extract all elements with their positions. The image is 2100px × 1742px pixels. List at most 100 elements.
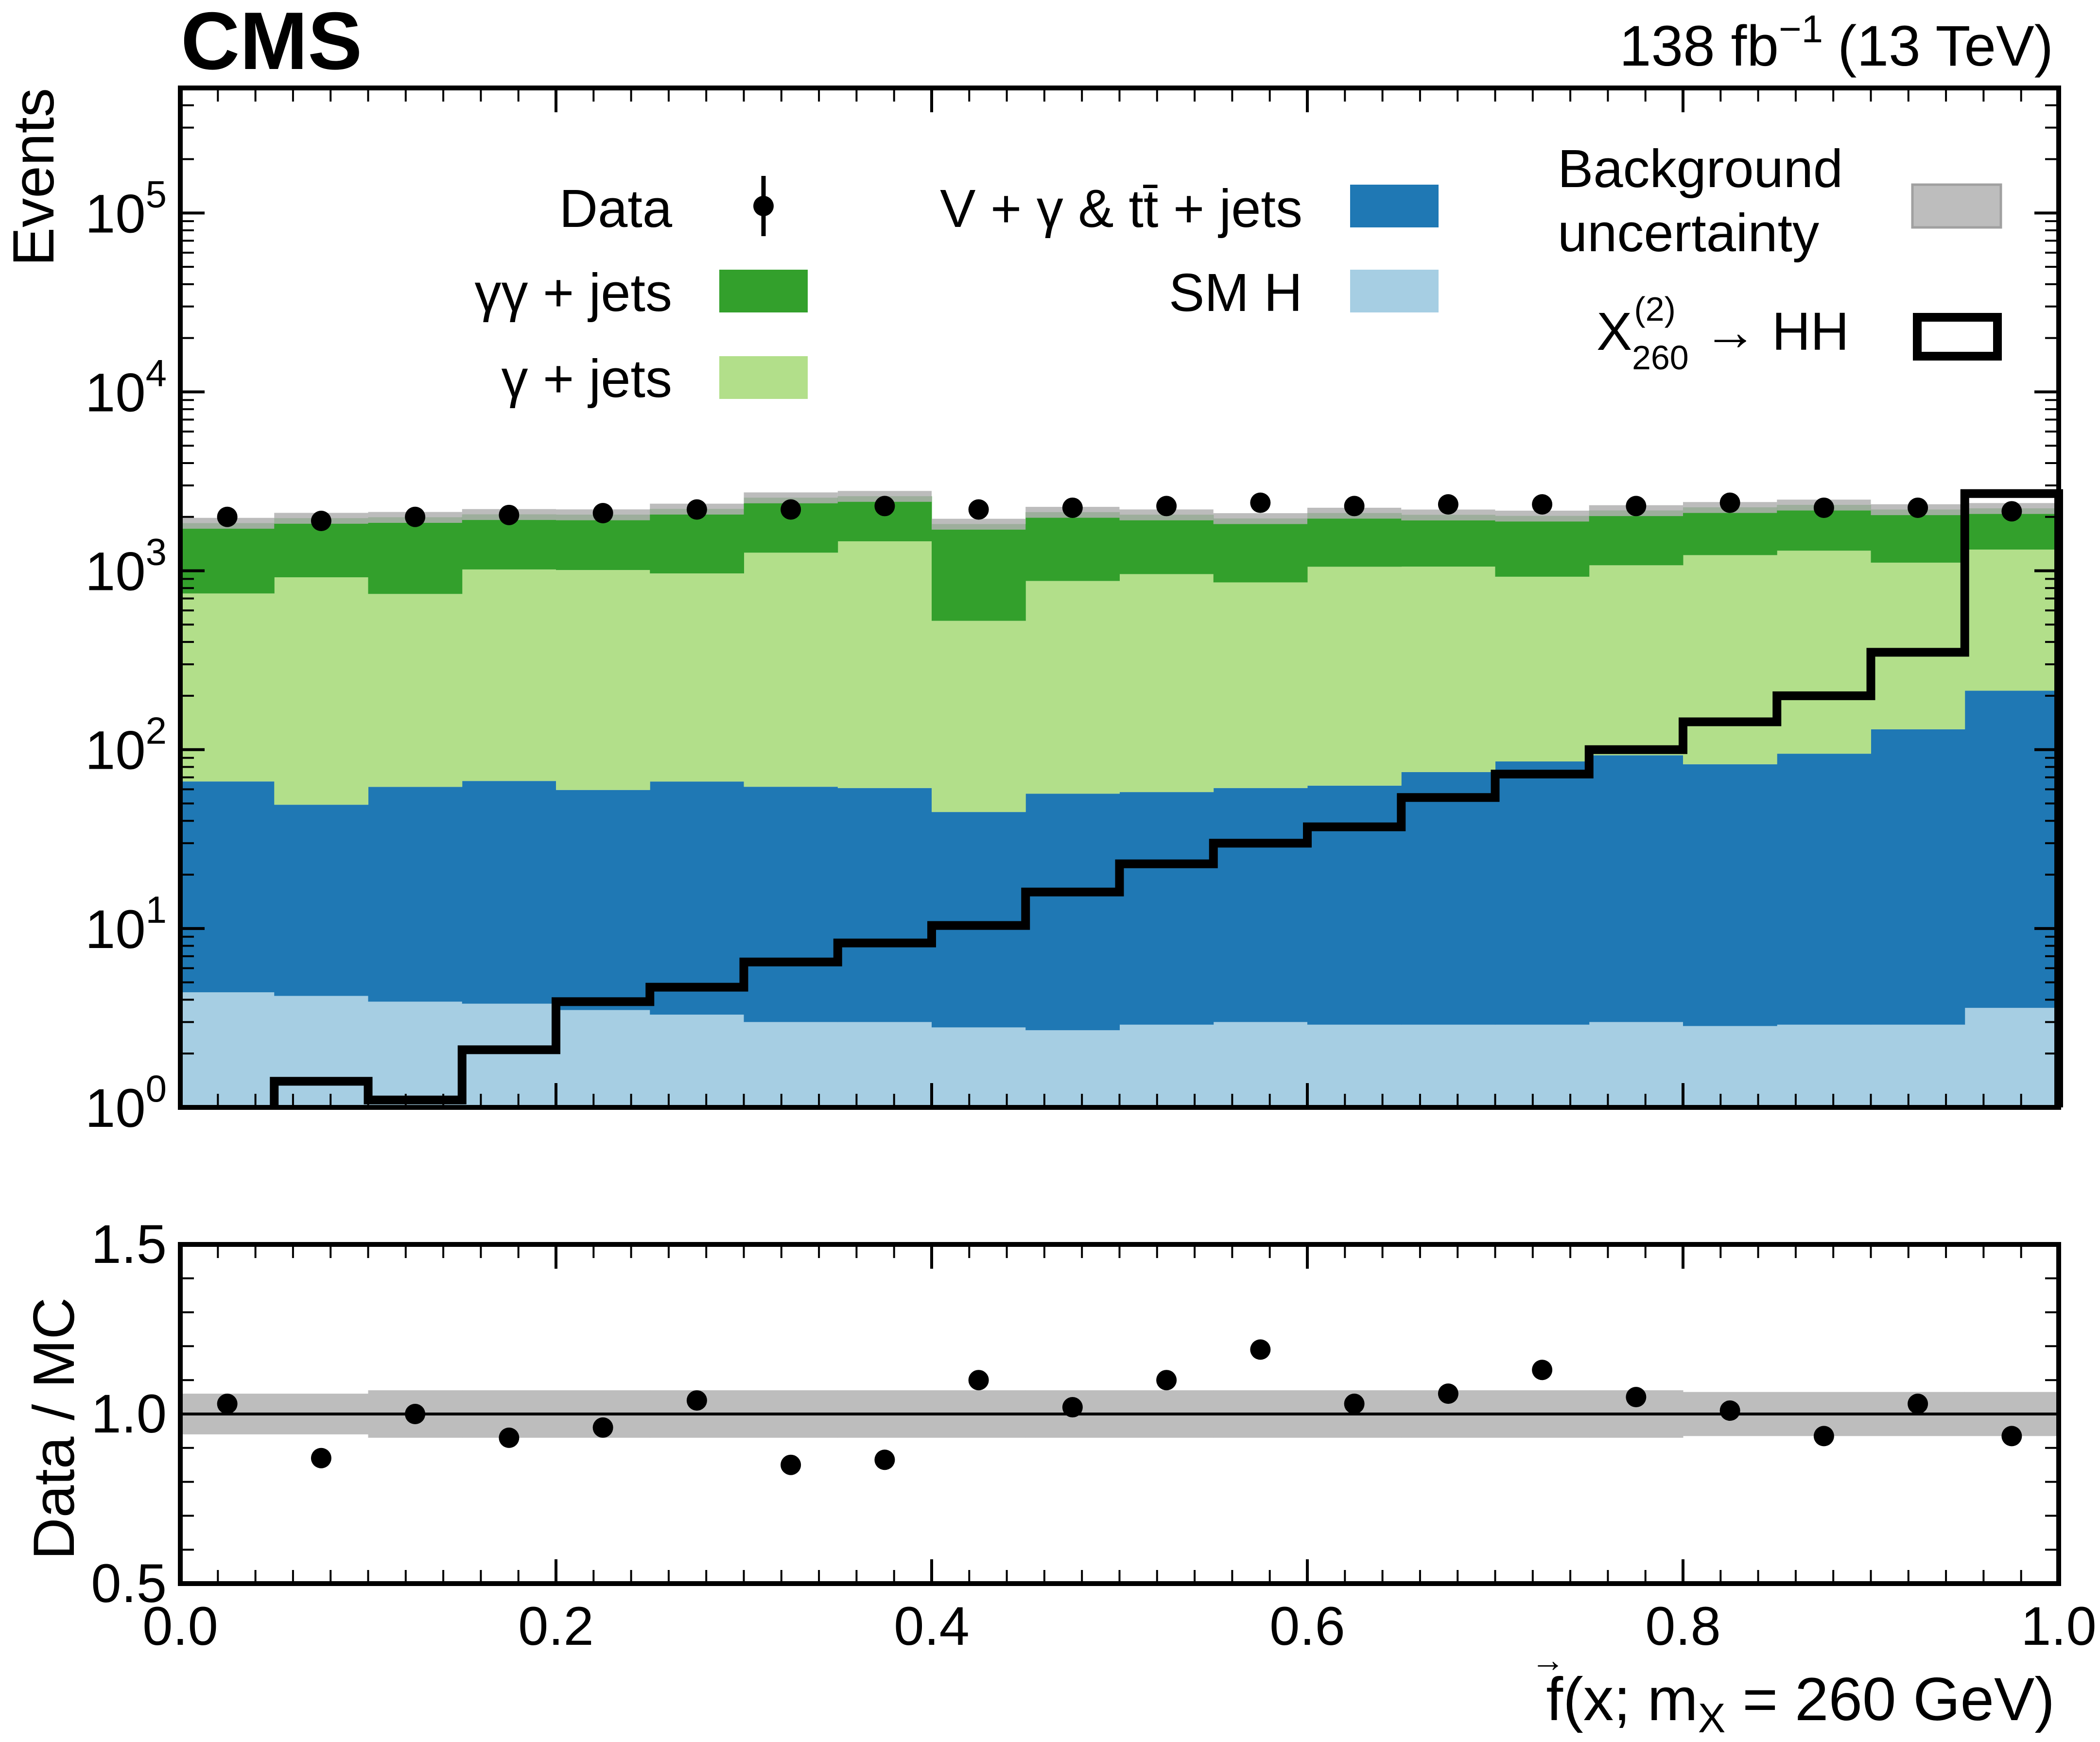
stack-bar-1-bin-17 <box>1683 1026 1777 1107</box>
stack-bar-2-bin-17 <box>1683 764 1777 1026</box>
data-point-11 <box>1156 496 1177 517</box>
stack-bar-4-bin-5 <box>556 515 650 570</box>
ratio-point-18 <box>1813 1426 1834 1447</box>
legend-signal-swatch <box>1913 313 2002 361</box>
ratio-point-16 <box>1626 1387 1647 1408</box>
stack-bar-2-bin-13 <box>1307 785 1402 1025</box>
stack-bar-2-bin-16 <box>1589 755 1683 1022</box>
y-tick-label-1: 101 <box>85 888 167 960</box>
legend-data-label: Data <box>559 179 673 239</box>
stack-bar-1-bin-5 <box>556 1010 650 1107</box>
legend-vg-swatch <box>1350 185 1439 227</box>
signal-step-line <box>270 489 2063 1107</box>
x-tick-labels: 0.0 0.2 0.4 0.6 0.8 1.0 <box>142 1596 2097 1656</box>
stack-bar-3-bin-16 <box>1589 565 1683 756</box>
legend-g-label: γ + jets <box>501 349 672 409</box>
background-uncertainty-band <box>180 491 2059 530</box>
data-point-4 <box>499 504 520 525</box>
ratio-y-tick-label-1: 0.5 <box>91 1553 167 1614</box>
ratio-point-19 <box>1908 1394 1928 1414</box>
legend-unc-label-line2: uncertainty <box>1558 203 1819 263</box>
stack-bar-4-bin-15 <box>1495 516 1590 577</box>
stack-bar-1-bin-19 <box>1871 1024 1965 1107</box>
data-point-12 <box>1250 492 1271 513</box>
stack-fills <box>180 496 2059 1107</box>
stack-bar-3-bin-10 <box>1025 581 1120 794</box>
stack-bar-4-bin-19 <box>1871 509 1965 563</box>
stack-bar-1-bin-20 <box>1964 1008 2059 1107</box>
ratio-point-15 <box>1532 1360 1553 1380</box>
ratio-point-1 <box>217 1394 238 1414</box>
stack-bar-1-bin-14 <box>1401 1024 1495 1107</box>
data-point-17 <box>1719 492 1740 513</box>
x-tick-label-1: 0.0 <box>142 1596 218 1656</box>
data-point-7 <box>781 499 801 520</box>
stack-bar-4-bin-11 <box>1119 515 1214 574</box>
legend: Data γγ + jets γ + jets V + γ & tt̄ + je… <box>474 139 2002 409</box>
data-point-19 <box>1908 497 1928 518</box>
stack-bar-1-bin-6 <box>650 1015 744 1107</box>
legend-signal-label: X(2) 260 → HH <box>1597 290 1849 377</box>
stack-bar-2-bin-1 <box>180 781 275 993</box>
y-tick-label-4: 104 <box>85 351 167 423</box>
stack-bar-4-bin-16 <box>1589 510 1683 566</box>
legend-g-swatch <box>719 356 808 399</box>
main-y-tick-labels: 100 101 102 103 104 105 <box>85 172 167 1138</box>
ratio-point-7 <box>781 1454 801 1475</box>
legend-gg-swatch <box>719 270 808 312</box>
stack-bar-3-bin-15 <box>1495 576 1590 762</box>
stack-bar-1-bin-3 <box>368 1001 463 1107</box>
stack-bar-1-bin-16 <box>1589 1022 1683 1107</box>
stack-bar-2-bin-8 <box>837 788 932 1022</box>
stack-bar-2-bin-6 <box>650 781 744 1015</box>
legend-vg-label: V + γ & tt̄ + jets <box>940 179 1302 239</box>
stack-bar-3-bin-19 <box>1871 562 1965 729</box>
stack-bar-3-bin-14 <box>1401 567 1495 772</box>
main-panel: 100 101 102 103 104 105 Events <box>1 86 2063 1138</box>
stack-bar-3-bin-8 <box>837 541 932 788</box>
x-axis-label: f(x; mX = 260 GeV) <box>1546 1666 2055 1742</box>
stack-bar-2-bin-12 <box>1213 788 1308 1022</box>
main-frame <box>178 86 2061 1110</box>
stack-bar-4-bin-17 <box>1683 507 1777 555</box>
ratio-point-13 <box>1344 1394 1365 1414</box>
stack-bar-2-bin-7 <box>744 787 838 1022</box>
stack-bar-3-bin-6 <box>650 573 744 782</box>
stack-bar-1-bin-11 <box>1119 1024 1214 1107</box>
y-tick-label-5: 105 <box>85 172 167 244</box>
data-point-20 <box>2001 501 2022 522</box>
stack-bar-3-bin-5 <box>556 570 650 790</box>
stack-bar-3-bin-3 <box>368 594 463 787</box>
y-tick-label-3: 103 <box>85 531 167 602</box>
stack-bar-1-bin-7 <box>744 1022 838 1107</box>
x-tick-label-5: 0.8 <box>1645 1596 1721 1656</box>
ratio-data-points <box>217 1339 2022 1475</box>
stack-bar-3-bin-17 <box>1683 555 1777 764</box>
stack-bar-2-bin-4 <box>462 781 556 1004</box>
legend-unc-label-line1: Background <box>1558 139 1843 199</box>
uncertainty-bin-15 <box>1495 510 1589 522</box>
data-point-9 <box>968 499 989 520</box>
x-tick-label-6: 1.0 <box>2021 1596 2097 1656</box>
ratio-panel: 0.5 1.0 1.5 0.0 0.2 0.4 0.6 0.8 1.0 Data / MC f… <box>21 1214 2097 1742</box>
stack-bar-1-bin-8 <box>837 1022 932 1107</box>
y-tick-label-2: 102 <box>85 709 167 781</box>
ratio-point-11 <box>1156 1370 1177 1391</box>
data-point-6 <box>686 499 707 520</box>
data-point-13 <box>1344 496 1365 517</box>
stack-bar-2-bin-3 <box>368 787 463 1002</box>
ratio-point-5 <box>592 1417 613 1438</box>
data-point-18 <box>1813 497 1834 518</box>
stack-bar-1-bin-10 <box>1025 1030 1120 1107</box>
stack-bar-3-bin-7 <box>744 552 838 787</box>
stack-bar-4-bin-13 <box>1307 513 1402 567</box>
ratio-y-axis-label: Data / MC <box>21 1297 87 1560</box>
stack-bar-2-bin-5 <box>556 790 650 1010</box>
ratio-point-6 <box>686 1390 707 1411</box>
ratio-frame <box>178 1242 2061 1586</box>
ratio-point-14 <box>1438 1383 1458 1404</box>
data-point-3 <box>405 506 426 527</box>
ratio-point-2 <box>311 1448 331 1468</box>
data-point-14 <box>1438 494 1458 515</box>
stack-bar-1-bin-13 <box>1307 1024 1402 1107</box>
